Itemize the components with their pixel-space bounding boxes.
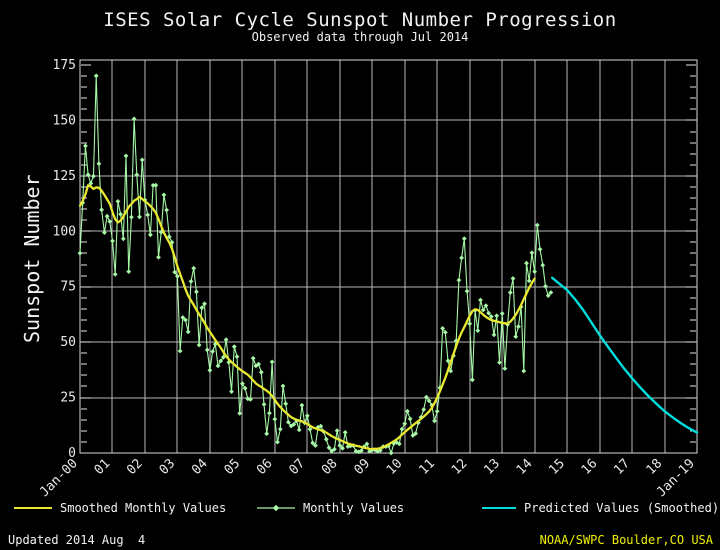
chart-subtitle: Observed data through Jul 2014 bbox=[251, 30, 469, 44]
x-tick-label: 03 bbox=[157, 456, 179, 478]
chart-title: ISES Solar Cycle Sunspot Number Progress… bbox=[103, 9, 617, 31]
legend-label-monthly: Monthly Values bbox=[303, 501, 405, 515]
plot-border bbox=[79, 59, 698, 454]
y-tick-label: 125 bbox=[53, 169, 76, 184]
monthly-line-swatch-icon bbox=[257, 504, 295, 512]
smoothed-line-swatch-icon bbox=[14, 507, 52, 509]
y-tick-label: 175 bbox=[53, 58, 76, 73]
legend-item-monthly: Monthly Values bbox=[256, 500, 404, 516]
y-tick-label: 100 bbox=[53, 224, 76, 239]
x-tick-label: 10 bbox=[384, 456, 406, 478]
x-tick-label: 06 bbox=[254, 456, 276, 478]
x-tick-label: 09 bbox=[351, 456, 373, 478]
x-tick-label: 07 bbox=[286, 456, 308, 478]
predicted-values-line bbox=[551, 276, 699, 434]
x-tick-label: 18 bbox=[644, 456, 666, 478]
x-tick-label: 12 bbox=[449, 456, 471, 478]
x-tick-label: 14 bbox=[514, 456, 536, 478]
updated-timestamp: Updated 2014 Aug 4 bbox=[8, 533, 146, 547]
y-tick-label: 50 bbox=[60, 335, 76, 350]
y-tick-label: 75 bbox=[60, 280, 76, 295]
y-tick-label: 0 bbox=[68, 446, 76, 461]
x-tick-label: 05 bbox=[222, 456, 244, 478]
predicted-line-swatch-icon bbox=[482, 507, 516, 509]
x-tick-label: 01 bbox=[92, 456, 114, 478]
y-tick-label: 25 bbox=[60, 391, 76, 406]
x-tick-label: 04 bbox=[189, 456, 211, 478]
legend-item-predicted: Predicted Values (Smoothed) bbox=[481, 500, 719, 516]
y-tick-label: 150 bbox=[53, 113, 76, 128]
x-tick-label: 15 bbox=[546, 456, 568, 478]
x-tick-label: 16 bbox=[579, 456, 601, 478]
legend-label-predicted: Predicted Values (Smoothed) bbox=[524, 501, 720, 515]
x-tick-label: Jan-00 bbox=[37, 456, 81, 500]
legend-item-smoothed: Smoothed Monthly Values bbox=[13, 500, 226, 516]
x-tick-label: 17 bbox=[611, 456, 633, 478]
x-tick-label: 08 bbox=[319, 456, 341, 478]
smoothed-values-line bbox=[78, 184, 536, 451]
legend-label-smoothed: Smoothed Monthly Values bbox=[60, 501, 227, 515]
credit-text: NOAA/SWPC Boulder,CO USA bbox=[539, 533, 713, 547]
x-tick-label: 02 bbox=[124, 456, 146, 478]
x-tick-label: 13 bbox=[481, 456, 503, 478]
x-tick-label: 11 bbox=[416, 456, 438, 478]
monthly-values-line bbox=[79, 75, 552, 454]
